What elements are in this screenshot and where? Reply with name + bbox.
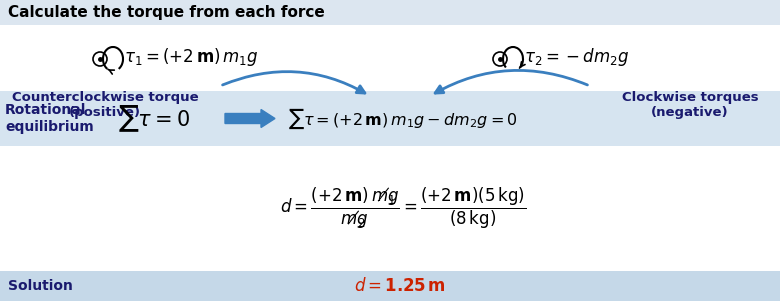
Text: Clockwise torques
(negative): Clockwise torques (negative) [622, 91, 758, 119]
Circle shape [93, 52, 107, 66]
Text: Counterclockwise torque
(positive): Counterclockwise torque (positive) [12, 91, 198, 119]
Text: $\tau_2=-dm_2g$: $\tau_2=-dm_2g$ [524, 46, 629, 68]
Text: $\sum\tau=(+2\,\mathbf{m})\,m_1g-dm_2g=0$: $\sum\tau=(+2\,\mathbf{m})\,m_1g-dm_2g=0… [288, 106, 518, 131]
Text: Rotational
equilibrium: Rotational equilibrium [5, 104, 94, 134]
Text: $d=\dfrac{(+2\,\mathbf{m})\,m_1\!\!\not{\!g}}{m_2\!\!\not{\!g}}=\dfrac{(+2\,\mat: $d=\dfrac{(+2\,\mathbf{m})\,m_1\!\!\not{… [280, 186, 526, 231]
Bar [0, 271, 780, 301]
Text: $d=\mathbf{1.25}\,\mathbf{m}$: $d=\mathbf{1.25}\,\mathbf{m}$ [354, 277, 446, 295]
Text: $\tau_1=(+2\,\mathbf{m})\,m_1g$: $\tau_1=(+2\,\mathbf{m})\,m_1g$ [124, 46, 258, 68]
FancyArrow shape [225, 110, 275, 128]
Bar [0, 91, 780, 146]
Bar [0, 25, 780, 271]
Circle shape [493, 52, 507, 66]
Text: Calculate the torque from each force: Calculate the torque from each force [8, 5, 324, 20]
Text: $\sum\tau=0$: $\sum\tau=0$ [118, 103, 190, 134]
Text: Solution: Solution [8, 279, 73, 293]
Bar [0, 0, 780, 25]
